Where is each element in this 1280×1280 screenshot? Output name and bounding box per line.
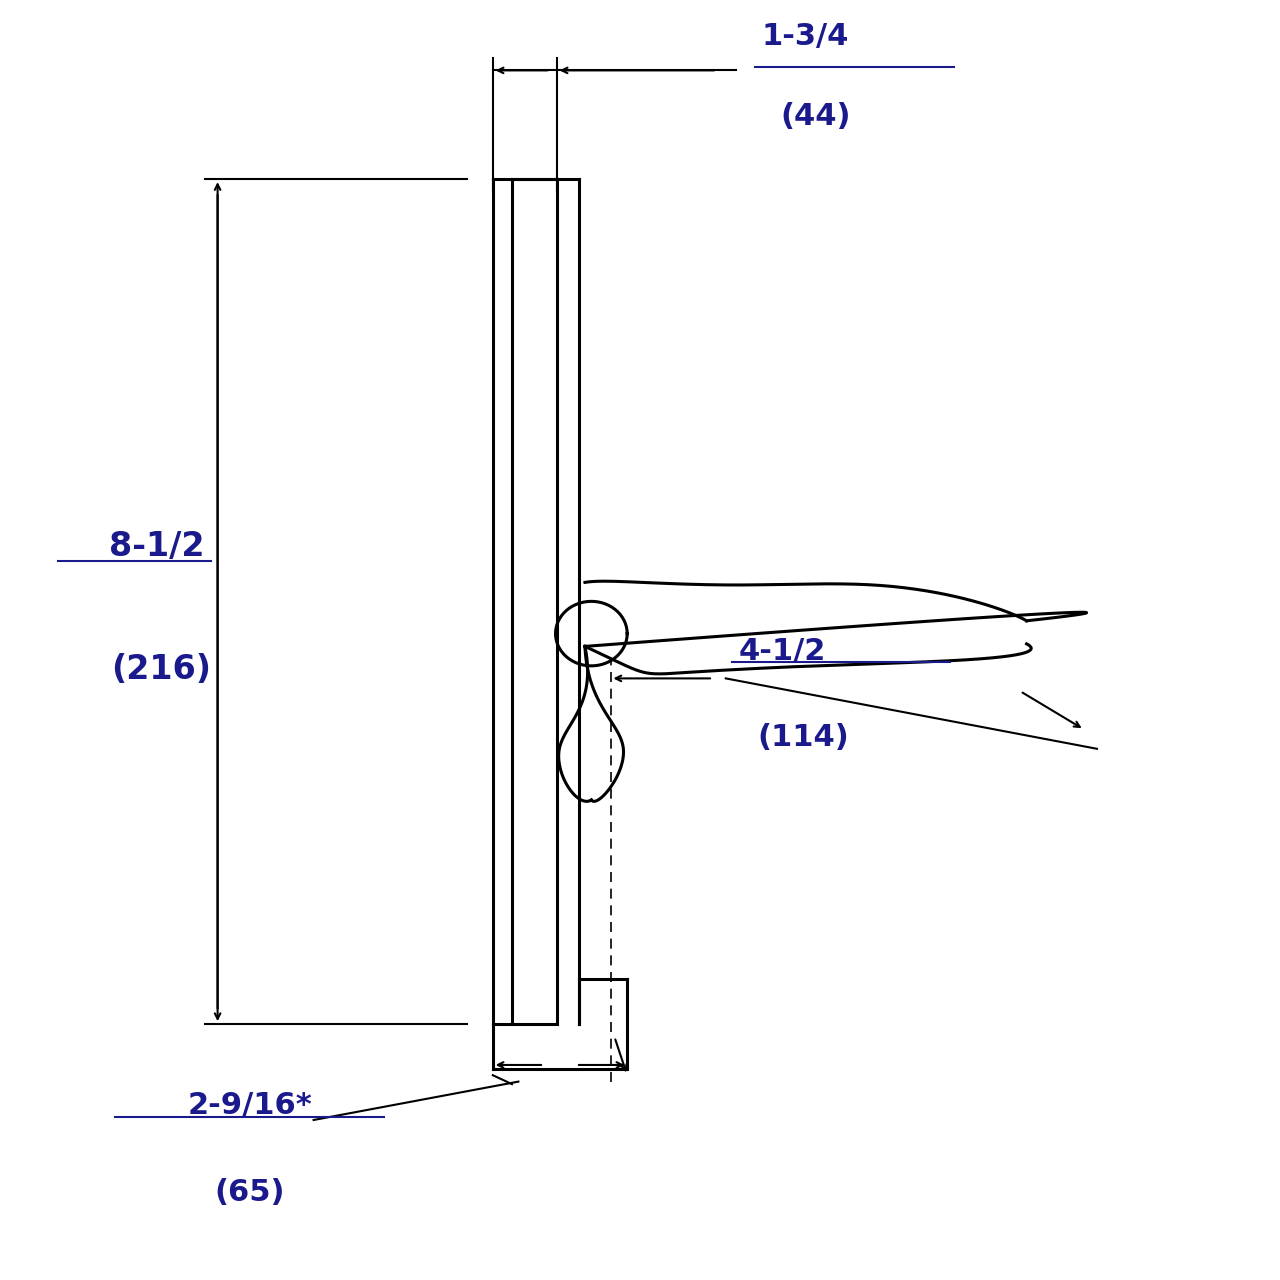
Text: 4-1/2: 4-1/2 xyxy=(739,636,826,666)
Text: 2-9/16*: 2-9/16* xyxy=(187,1091,312,1120)
Text: (114): (114) xyxy=(758,723,850,753)
Text: (44): (44) xyxy=(781,102,851,132)
Text: (216): (216) xyxy=(111,653,211,686)
Text: 1-3/4: 1-3/4 xyxy=(762,22,849,51)
Text: 8-1/2: 8-1/2 xyxy=(109,530,205,563)
Text: (65): (65) xyxy=(214,1178,285,1207)
